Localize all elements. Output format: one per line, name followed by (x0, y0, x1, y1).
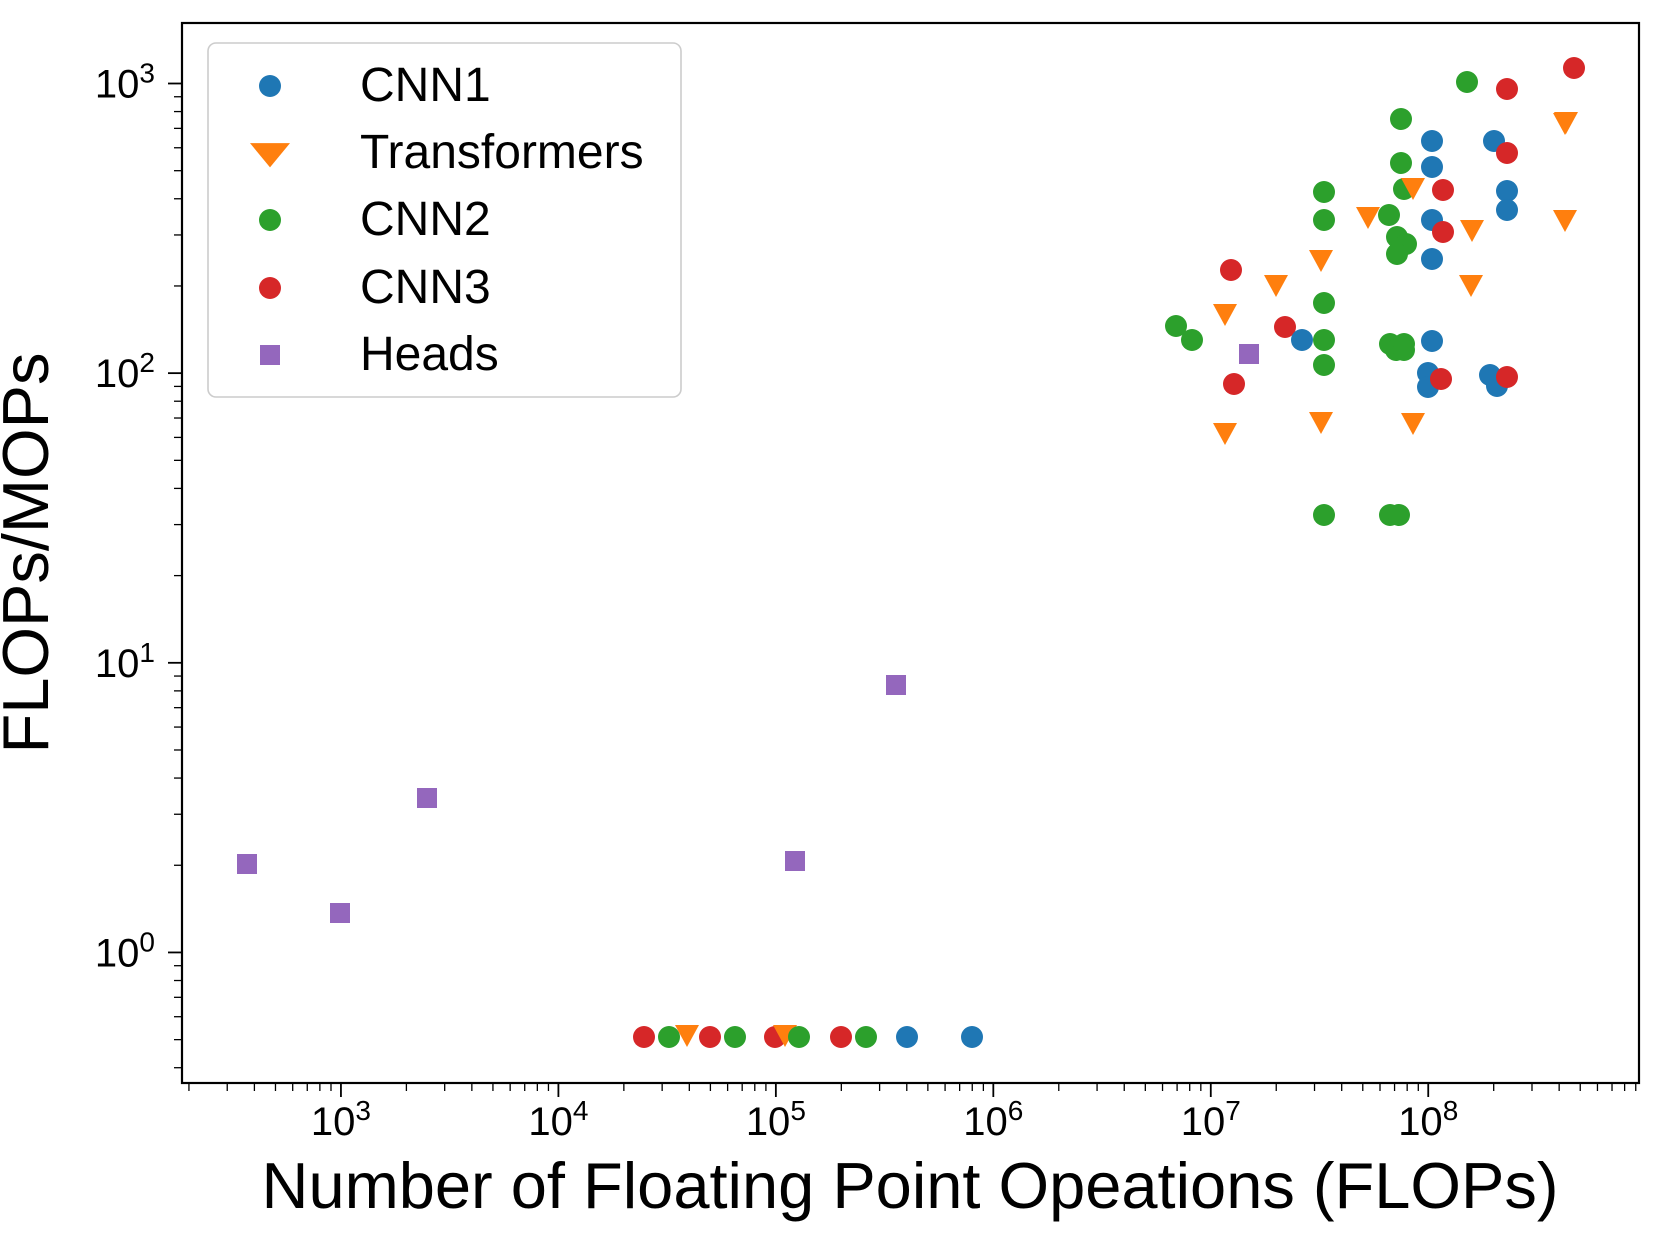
svg-text:106: 106 (963, 1095, 1023, 1145)
svg-text:108: 108 (1398, 1095, 1458, 1145)
svg-text:Heads: Heads (360, 328, 499, 381)
svg-text:104: 104 (528, 1095, 588, 1145)
svg-text:107: 107 (1181, 1095, 1241, 1145)
svg-text:FLOPs/MOPs: FLOPs/MOPs (0, 353, 62, 754)
svg-text:103: 103 (311, 1095, 371, 1145)
svg-text:CNN1: CNN1 (360, 59, 491, 112)
svg-text:101: 101 (95, 636, 155, 686)
svg-text:Transformers: Transformers (360, 126, 644, 179)
svg-text:CNN3: CNN3 (360, 261, 491, 314)
svg-text:102: 102 (95, 347, 155, 397)
svg-text:Number of Floating Point Opeat: Number of Floating Point Opeations (FLOP… (262, 1149, 1559, 1222)
svg-text:103: 103 (95, 57, 155, 107)
svg-text:105: 105 (746, 1095, 806, 1145)
svg-text:CNN2: CNN2 (360, 193, 491, 246)
svg-text:100: 100 (95, 926, 155, 976)
